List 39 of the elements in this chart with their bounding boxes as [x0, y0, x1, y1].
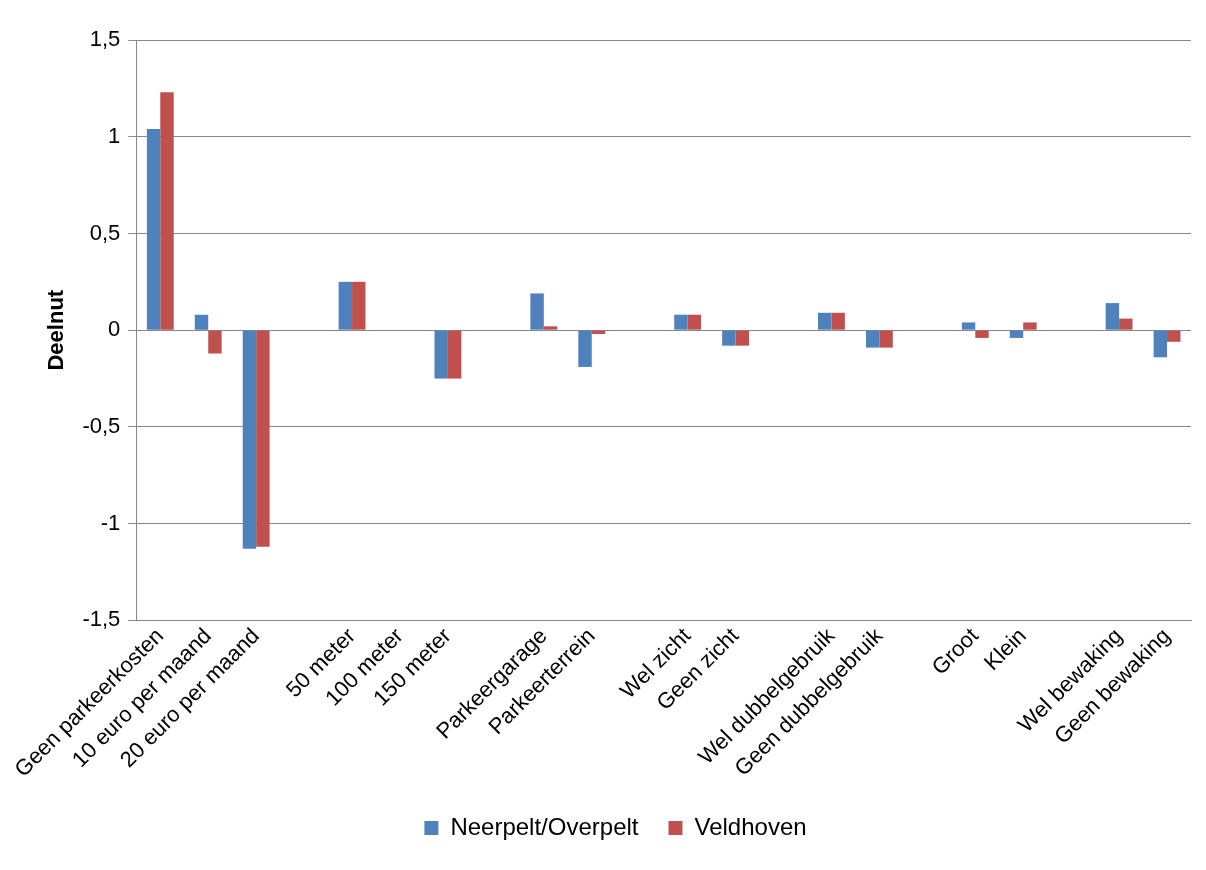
y-tick-label: -0,5	[82, 412, 121, 438]
bar	[879, 330, 893, 348]
bar	[146, 128, 161, 330]
bar	[1009, 330, 1024, 338]
bar	[831, 312, 845, 330]
y-tick-label: -1	[100, 509, 121, 535]
y-tick-label: -1,5	[82, 606, 121, 632]
bar	[578, 330, 592, 367]
bar	[961, 322, 976, 330]
legend-label: Neerpelt/Overpelt	[450, 812, 639, 840]
bar	[543, 326, 558, 330]
bar	[530, 293, 544, 330]
bar	[160, 92, 174, 330]
bar	[865, 330, 880, 348]
bar	[242, 330, 257, 549]
bar	[1167, 330, 1181, 342]
bar	[338, 281, 353, 330]
bar	[434, 330, 448, 379]
bar	[1153, 330, 1168, 358]
bar	[1023, 322, 1037, 330]
bar	[352, 281, 366, 330]
y-tick-label: 0,5	[89, 219, 121, 245]
y-tick-label: 1,5	[89, 26, 121, 52]
legend-label: Veldhoven	[694, 812, 807, 840]
bar	[1105, 303, 1120, 330]
bar	[818, 312, 832, 330]
bar	[1119, 318, 1133, 330]
bar	[674, 314, 688, 330]
y-tick-label: 1	[108, 122, 121, 148]
bar	[194, 314, 209, 330]
bar	[735, 330, 749, 346]
bar	[722, 330, 736, 346]
bar	[256, 330, 270, 547]
bar	[975, 330, 989, 338]
y-tick-label: 0	[108, 316, 121, 342]
bar	[447, 330, 462, 379]
bar	[208, 330, 222, 354]
bar	[687, 314, 702, 330]
y-axis-title: Deelnut	[43, 289, 69, 371]
